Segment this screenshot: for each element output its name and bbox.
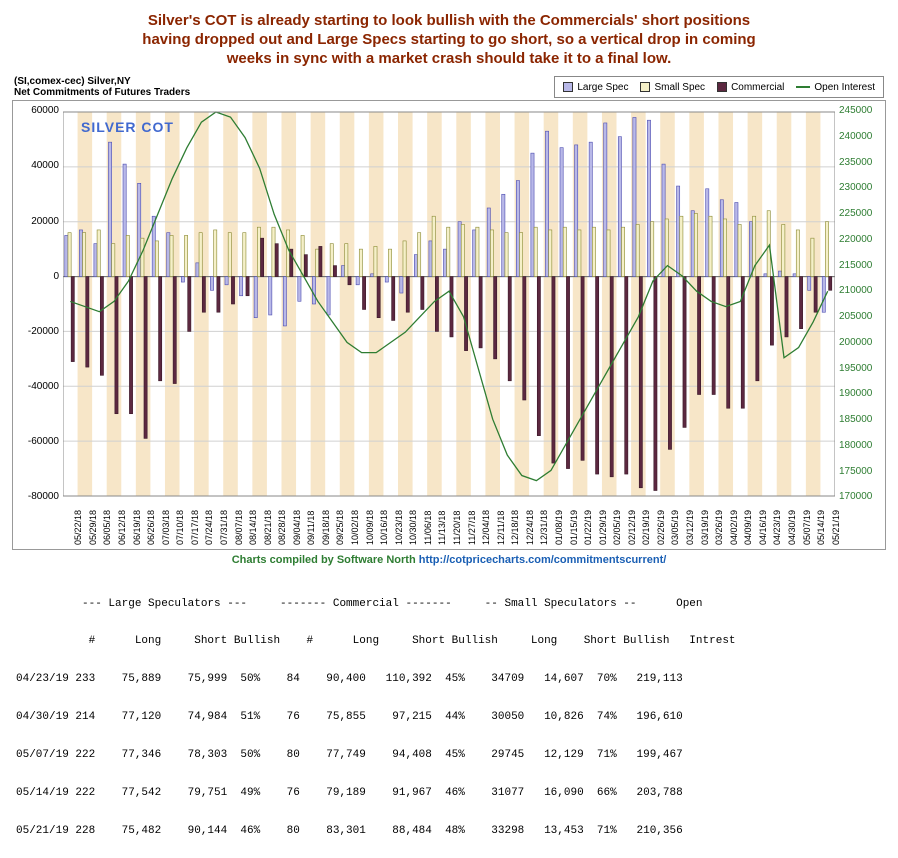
y-right-tick: 185000 (839, 414, 872, 425)
y-right-tick: 245000 (839, 105, 872, 116)
x-tick: 10/30/18 (408, 510, 418, 545)
table-row: 05/07/19 222 77,346 78,303 50% 80 77,749… (16, 749, 882, 762)
x-tick: 07/24/18 (204, 510, 214, 545)
x-tick: 05/14/19 (816, 510, 826, 545)
x-tick: 02/26/19 (656, 510, 666, 545)
x-tick: 09/11/18 (306, 511, 316, 545)
x-tick: 09/04/18 (292, 510, 302, 545)
x-tick: 01/08/19 (554, 510, 564, 545)
x-tick: 11/27/18 (467, 511, 477, 545)
x-tick: 05/29/18 (88, 510, 98, 545)
x-tick: 10/16/18 (379, 510, 389, 545)
x-tick: 05/22/18 (73, 510, 83, 545)
x-tick: 01/29/19 (598, 510, 608, 545)
x-tick: 06/05/18 (102, 510, 112, 545)
x-tick: 07/10/18 (175, 510, 185, 545)
x-tick: 12/31/18 (539, 510, 549, 545)
y-right-tick: 190000 (839, 388, 872, 399)
x-tick: 04/16/19 (758, 510, 768, 545)
legend-small-spec: Small Spec (640, 79, 705, 95)
x-tick: 04/09/19 (743, 510, 753, 545)
y-left-tick: 60000 (31, 105, 59, 116)
x-tick: 10/09/18 (365, 510, 375, 545)
y-left-tick: -20000 (28, 326, 59, 337)
x-tick: 03/12/19 (685, 510, 695, 545)
x-tick: 10/23/18 (394, 510, 404, 545)
table-header: --- Large Speculators --- ------- Commer… (16, 598, 882, 611)
y-left-tick: 20000 (31, 216, 59, 227)
x-tick: 11/13/18 (437, 511, 447, 545)
y-left-tick: -80000 (28, 491, 59, 502)
cot-chart (63, 111, 835, 497)
y-right-tick: 170000 (839, 491, 872, 502)
y-right-tick: 235000 (839, 157, 872, 168)
x-tick: 06/12/18 (117, 510, 127, 545)
y-left-tick: -60000 (28, 436, 59, 447)
x-tick: 05/07/19 (802, 510, 812, 545)
x-tick: 08/07/18 (234, 510, 244, 545)
y-right-tick: 210000 (839, 285, 872, 296)
y-right-tick: 225000 (839, 208, 872, 219)
x-tick: 10/02/18 (350, 510, 360, 545)
x-tick: 11/06/18 (423, 511, 433, 545)
y-right-tick: 205000 (839, 311, 872, 322)
y-left-tick: 0 (53, 271, 59, 282)
x-tick: 09/18/18 (321, 510, 331, 545)
x-tick: 01/22/19 (583, 510, 593, 545)
x-tick: 02/19/19 (641, 510, 651, 545)
x-tick: 04/02/19 (729, 510, 739, 545)
y-right-tick: 200000 (839, 337, 872, 348)
chart-meta-row: (SI,comex-cec) Silver,NY Net Commitments… (8, 76, 890, 100)
credits-link[interactable]: http://cotpricecharts.com/commitmentscur… (419, 554, 667, 566)
chart-annotation: SILVER COT (81, 119, 174, 135)
y-right-tick: 175000 (839, 466, 872, 477)
legend: Large Spec Small Spec Commercial Open In… (554, 76, 884, 98)
y-right-tick: 195000 (839, 363, 872, 374)
y-right-tick: 230000 (839, 182, 872, 193)
x-tick: 06/26/18 (146, 510, 156, 545)
x-tick: 02/05/19 (612, 510, 622, 545)
x-tick: 07/03/18 (161, 510, 171, 545)
y-left-tick: 40000 (31, 160, 59, 171)
table-row: 05/21/19 228 75,482 90,144 46% 80 83,301… (16, 825, 882, 838)
chart-title: Silver's COT is already starting to look… (8, 8, 890, 76)
x-tick: 12/24/18 (525, 510, 535, 545)
legend-open-interest: Open Interest (796, 79, 875, 95)
x-tick: 01/15/19 (569, 510, 579, 545)
x-tick: 04/23/19 (772, 510, 782, 545)
table-row: 04/23/19 233 75,889 75,999 50% 84 90,400… (16, 673, 882, 686)
x-tick: 12/11/18 (496, 511, 506, 545)
x-tick: 12/04/18 (481, 510, 491, 545)
x-tick: 09/25/18 (335, 510, 345, 545)
legend-large-spec: Large Spec (563, 79, 628, 95)
table-row: 04/30/19 214 77,120 74,984 51% 76 75,855… (16, 711, 882, 724)
x-tick: 06/19/18 (132, 510, 142, 545)
y-left-tick: -40000 (28, 381, 59, 392)
x-tick: 02/12/19 (627, 510, 637, 545)
x-tick: 08/28/18 (277, 510, 287, 545)
table-header: # Long Short Bullish # Long Short Bullis… (16, 635, 882, 648)
x-tick: 08/14/18 (248, 510, 258, 545)
x-tick: 07/31/18 (219, 510, 229, 545)
data-table: --- Large Speculators --- ------- Commer… (8, 570, 890, 850)
x-tick: 12/18/18 (510, 510, 520, 545)
y-right-tick: 240000 (839, 131, 872, 142)
x-tick: 03/19/19 (700, 510, 710, 545)
x-tick: 07/17/18 (190, 510, 200, 545)
instrument-label: (SI,comex-cec) Silver,NY (14, 76, 190, 87)
credits: Charts compiled by Software North http:/… (8, 550, 890, 570)
legend-commercial: Commercial (717, 79, 784, 95)
x-tick: 05/21/19 (831, 510, 841, 545)
subtitle: Net Commitments of Futures Traders (14, 87, 190, 98)
x-tick: 03/05/19 (670, 510, 680, 545)
y-right-tick: 215000 (839, 260, 872, 271)
x-tick: 11/20/18 (452, 511, 462, 545)
y-right-tick: 220000 (839, 234, 872, 245)
chart-container: SILVER COT -80000 -60000 -40000 -20000 0 2000… (12, 100, 886, 550)
x-tick: 03/26/19 (714, 510, 724, 545)
x-tick: 04/30/19 (787, 510, 797, 545)
x-tick: 08/21/18 (263, 510, 273, 545)
table-row: 05/14/19 222 77,542 79,751 49% 76 79,189… (16, 787, 882, 800)
y-right-tick: 180000 (839, 440, 872, 451)
